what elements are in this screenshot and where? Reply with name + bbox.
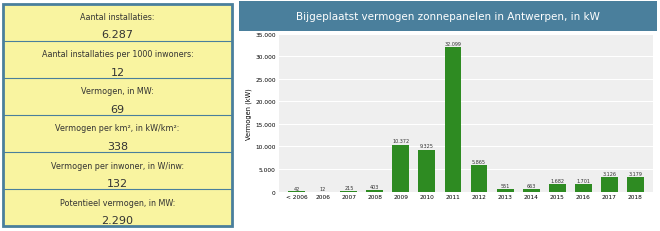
Bar: [366, 190, 383, 192]
FancyBboxPatch shape: [239, 2, 657, 32]
Text: 338: 338: [107, 141, 128, 151]
Text: 6.287: 6.287: [102, 30, 133, 40]
Bar: [471, 165, 488, 192]
Text: Aantal installaties per 1000 inwoners:: Aantal installaties per 1000 inwoners:: [42, 50, 193, 59]
Bar: [575, 184, 591, 192]
Bar: [418, 150, 436, 192]
Text: Vermogen, in MW:: Vermogen, in MW:: [81, 87, 154, 96]
Text: 215: 215: [344, 185, 354, 190]
Text: Vermogen per km², in kW/km²:: Vermogen per km², in kW/km²:: [55, 124, 180, 133]
Text: 551: 551: [500, 184, 510, 188]
Text: 32.099: 32.099: [445, 41, 461, 46]
Text: Potentieel vermogen, in MW:: Potentieel vermogen, in MW:: [60, 198, 175, 207]
Bar: [523, 189, 539, 192]
Text: 69: 69: [110, 104, 125, 114]
Text: 10.372: 10.372: [392, 139, 409, 144]
Text: 3.126: 3.126: [602, 171, 616, 176]
Text: 5.865: 5.865: [472, 159, 486, 164]
Y-axis label: Vermogen (kW): Vermogen (kW): [246, 87, 252, 139]
Text: Bijgeplaatst vermogen zonnepanelen in Antwerpen, in kW: Bijgeplaatst vermogen zonnepanelen in An…: [296, 12, 600, 22]
Text: 12: 12: [110, 67, 125, 77]
Text: 2.290: 2.290: [102, 215, 133, 225]
Bar: [627, 177, 644, 192]
Bar: [496, 189, 513, 192]
Bar: [601, 178, 618, 192]
Text: Aantal installaties:: Aantal installaties:: [81, 13, 154, 22]
Bar: [548, 184, 566, 192]
Text: Vermogen per inwoner, in W/inw:: Vermogen per inwoner, in W/inw:: [51, 161, 184, 170]
Bar: [393, 145, 409, 192]
Text: 1.682: 1.682: [550, 178, 564, 183]
Text: 12: 12: [319, 186, 326, 191]
Bar: [341, 191, 357, 192]
Text: 663: 663: [527, 183, 536, 188]
Text: 42: 42: [294, 186, 300, 191]
Text: 3.179: 3.179: [628, 171, 642, 176]
FancyBboxPatch shape: [3, 5, 232, 226]
Text: 9.325: 9.325: [420, 143, 434, 149]
Text: 132: 132: [107, 178, 128, 188]
Text: 1.701: 1.701: [576, 178, 590, 183]
Bar: [445, 48, 461, 192]
Text: 403: 403: [370, 184, 380, 189]
